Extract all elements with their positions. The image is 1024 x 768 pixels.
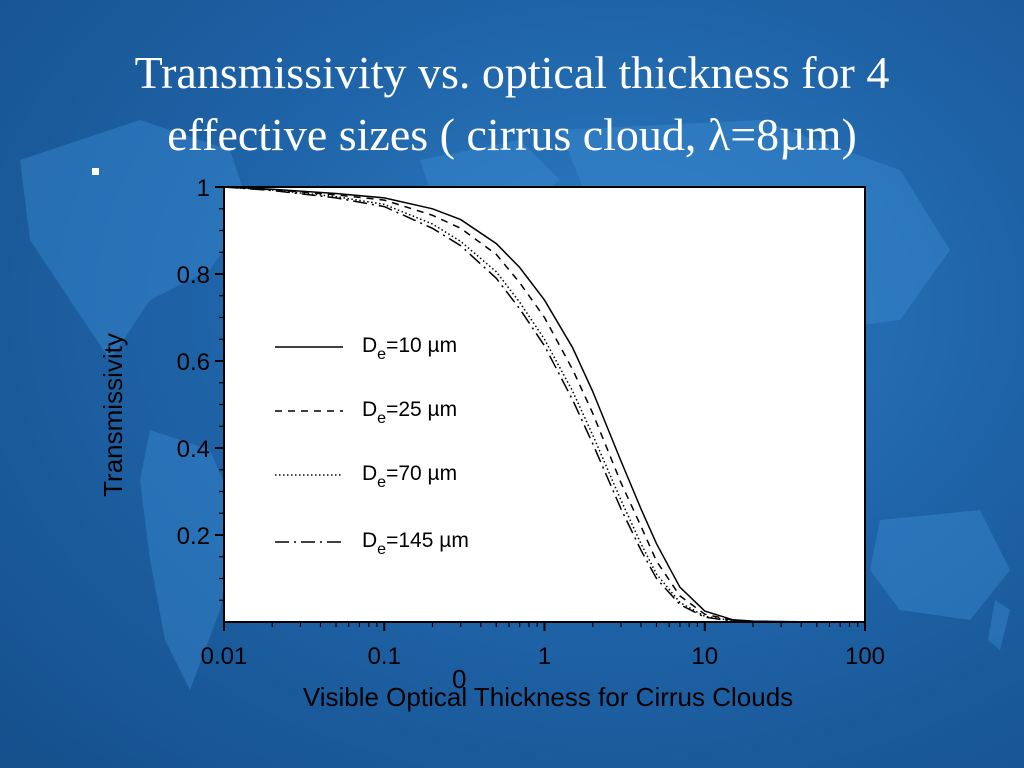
series-line: [223, 186, 865, 623]
x-tick-label: 1: [538, 643, 551, 670]
continent-south-america: [140, 430, 240, 690]
legend-label: De=10 µm: [362, 334, 457, 363]
series-line: [223, 186, 865, 623]
y-tick-label: 0.6: [177, 349, 210, 376]
y-tick-label: 0.2: [177, 523, 210, 550]
x-tick-label: 0.1: [368, 643, 401, 670]
legend-label: De=25 µm: [362, 398, 457, 427]
legend-label: De=145 µm: [362, 529, 469, 558]
slide-title-line2: effective sizes ( cirrus cloud, λ=8µm): [167, 109, 857, 160]
x-tick-label: 100: [845, 643, 885, 670]
continent-north-america: [20, 120, 250, 360]
x-tick-label: 10: [691, 643, 718, 670]
y-tick-label: 0.4: [177, 436, 210, 463]
slide-title: Transmissivity vs. optical thickness for…: [0, 42, 1024, 166]
y-tick-label: 1: [197, 175, 210, 202]
island-new-zealand: [988, 600, 1010, 650]
y-tick-label: 0.8: [177, 262, 210, 289]
plot-area: [223, 186, 866, 623]
legend-label: De=70 µm: [362, 462, 457, 491]
stray-label: 0: [452, 664, 466, 694]
bullet-marker: [92, 168, 99, 175]
continent-australia: [870, 510, 1010, 620]
slide-title-line1: Transmissivity vs. optical thickness for…: [134, 47, 890, 98]
x-tick-label: 0.01: [201, 643, 248, 670]
y-axis-label: Transmissivity: [98, 333, 128, 497]
x-axis-label: Visible Optical Thickness for Cirrus Clo…: [303, 682, 793, 712]
